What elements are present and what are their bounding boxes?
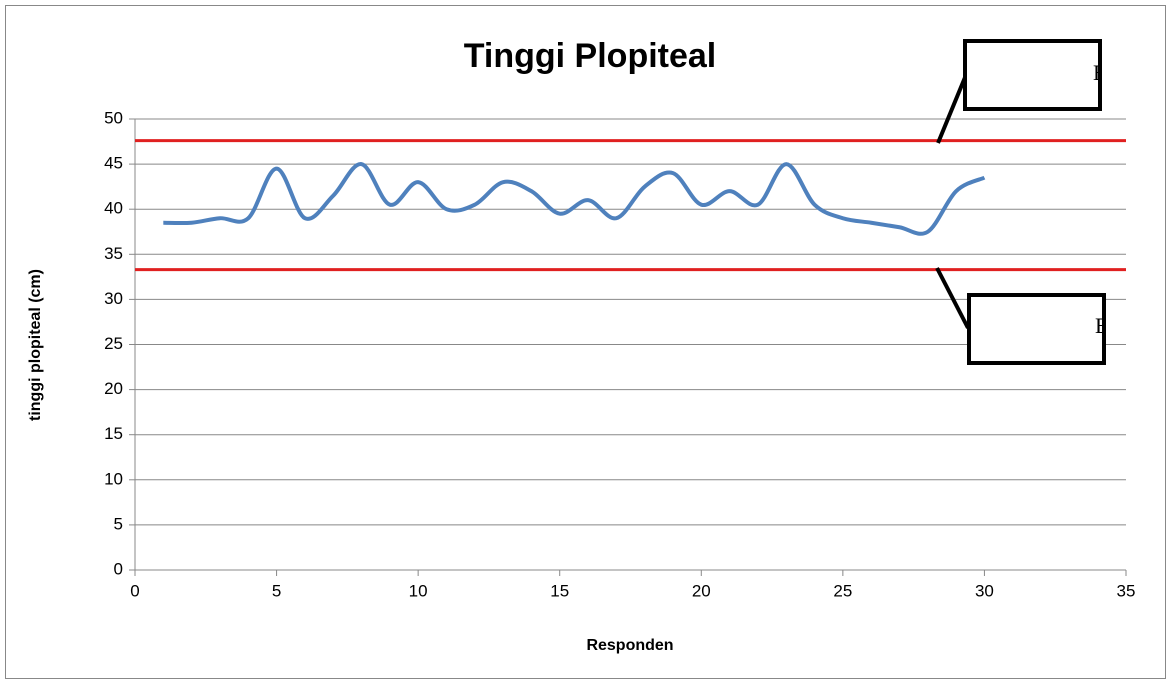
y-tick-label: 50 — [104, 108, 123, 127]
x-tick-label: 0 — [130, 581, 139, 600]
y-tick-label: 40 — [104, 199, 123, 218]
callout-box — [963, 39, 1102, 111]
y-tick-label: 15 — [104, 424, 123, 443]
annotation: E — [1093, 60, 1106, 85]
y-tick-label: 30 — [104, 289, 123, 308]
callout-clip: E — [1095, 313, 1108, 338]
callout-line — [936, 74, 968, 144]
y-tick-label: 25 — [104, 334, 123, 353]
x-tick-label: 10 — [409, 581, 428, 600]
chart-title: Tinggi Plopiteal — [464, 37, 717, 75]
callout-line — [935, 267, 970, 329]
x-tick-label: 30 — [975, 581, 994, 600]
y-tick-label: 20 — [104, 379, 123, 398]
data-line — [163, 162, 986, 236]
y-tick-label: 35 — [104, 244, 123, 263]
x-tick-label: 20 — [692, 581, 711, 600]
y-tick-label: 5 — [114, 514, 123, 533]
x-tick-label: 35 — [1117, 581, 1136, 600]
x-tick-label: 25 — [833, 581, 852, 600]
y-tick-label: 45 — [104, 154, 123, 173]
x-tick-label: 5 — [272, 581, 281, 600]
callout-box — [967, 293, 1106, 365]
y-tick-label: 0 — [114, 559, 123, 578]
callout-clip: E — [1093, 60, 1106, 85]
x-tick-label: 15 — [550, 581, 569, 600]
annotation: E — [1095, 313, 1108, 338]
y-axis-label: tinggi plopiteal (cm) — [27, 269, 44, 421]
y-tick-label: 10 — [104, 469, 123, 488]
x-axis-label: Responden — [586, 637, 673, 654]
